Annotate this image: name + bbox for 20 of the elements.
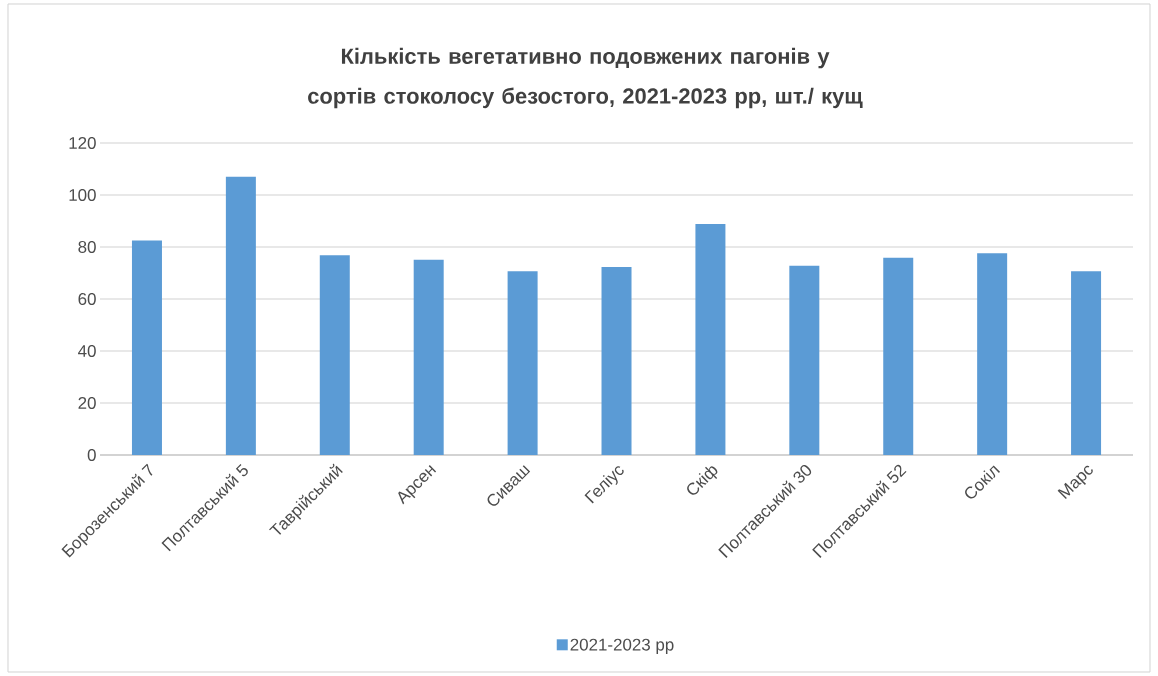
bar bbox=[977, 253, 1008, 455]
y-tick-label: 100 bbox=[69, 188, 96, 201]
y-tick-label: 0 bbox=[87, 448, 96, 461]
bar bbox=[883, 257, 914, 455]
y-tick-label: 60 bbox=[78, 292, 96, 305]
bar bbox=[695, 224, 726, 455]
bar bbox=[789, 265, 820, 455]
bar bbox=[601, 267, 632, 455]
chart-title: Кількість вегетативно подовжених пагонів у сортів стоколосу безостого, 2021-2023 рр, шт./ кущ bbox=[308, 47, 863, 109]
y-tick-label: 120 bbox=[69, 136, 96, 149]
bar bbox=[1071, 271, 1102, 455]
y-tick-label: 20 bbox=[78, 396, 96, 409]
y-tick-label: 40 bbox=[78, 344, 96, 357]
bar bbox=[131, 240, 162, 455]
y-tick-label: 80 bbox=[78, 240, 96, 253]
bar bbox=[413, 259, 444, 455]
bar bbox=[319, 255, 350, 455]
bar bbox=[225, 176, 256, 455]
legend-label: 2021-2023 рр bbox=[570, 638, 674, 654]
bar bbox=[507, 271, 538, 455]
